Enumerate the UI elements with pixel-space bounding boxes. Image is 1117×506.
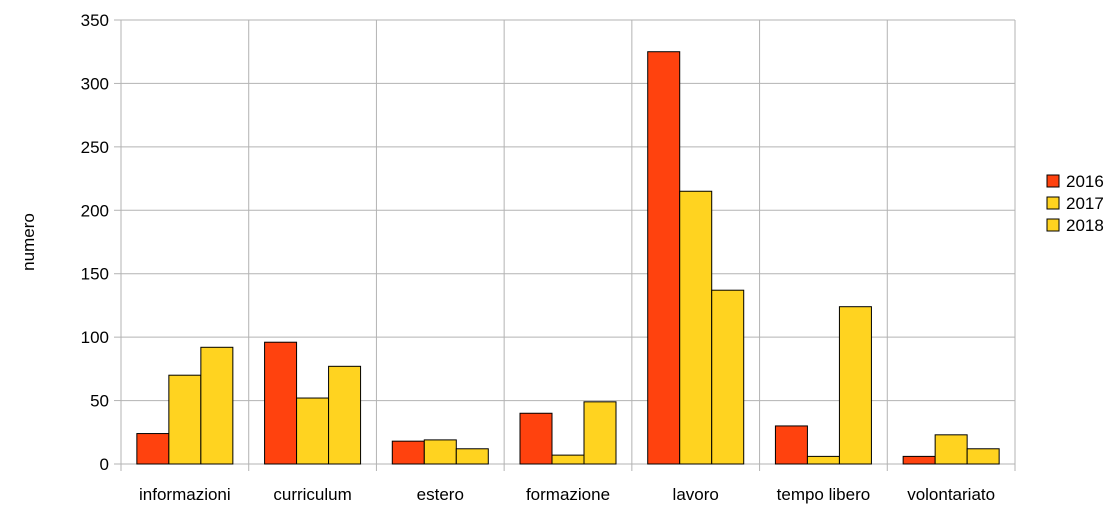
bar-2017-formazione [552, 455, 584, 464]
y-tick-label: 100 [81, 328, 109, 347]
bar-2018-curriculum [329, 366, 361, 464]
bar-2017-lavoro [680, 191, 712, 464]
y-axis-title: numero [19, 213, 38, 271]
bar-2016-tempo-libero [775, 426, 807, 464]
bar-2016-estero [392, 441, 424, 464]
x-tick-label: tempo libero [777, 485, 871, 504]
legend-swatch [1047, 219, 1059, 231]
bar-2017-curriculum [297, 398, 329, 464]
bar-2017-volontariato [935, 435, 967, 464]
bars-layer [137, 52, 999, 464]
y-tick-label: 50 [90, 392, 109, 411]
bar-2017-informazioni [169, 375, 201, 464]
y-tick-label: 0 [100, 455, 109, 474]
legend: 2016 2017 2018 [1047, 172, 1104, 235]
x-tick-label: curriculum [273, 485, 351, 504]
y-tick-label: 350 [81, 11, 109, 30]
bar-2016-formazione [520, 413, 552, 464]
x-tick-label: informazioni [139, 485, 231, 504]
bar-2018-tempo-libero [839, 307, 871, 464]
bar-2018-lavoro [712, 290, 744, 464]
bar-2018-informazioni [201, 347, 233, 464]
y-tick-label: 200 [81, 201, 109, 220]
bar-2016-curriculum [265, 342, 297, 464]
legend-label: 2017 [1066, 194, 1104, 213]
legend-swatch [1047, 197, 1059, 209]
y-tick-label: 300 [81, 74, 109, 93]
bar-2018-estero [456, 449, 488, 464]
legend-swatch [1047, 175, 1059, 187]
legend-label: 2016 [1066, 172, 1104, 191]
x-tick-label: lavoro [673, 485, 719, 504]
y-tick-label: 150 [81, 265, 109, 284]
y-tick-label: 250 [81, 138, 109, 157]
x-tick-label: formazione [526, 485, 610, 504]
bar-2018-volontariato [967, 449, 999, 464]
bar-2016-lavoro [648, 52, 680, 464]
x-tick-label: volontariato [907, 485, 995, 504]
bar-2017-tempo-libero [807, 456, 839, 464]
bar-2016-volontariato [903, 456, 935, 464]
x-tick-label: estero [417, 485, 464, 504]
grid-lines [121, 20, 1015, 464]
bar-2018-formazione [584, 402, 616, 464]
y-tick-labels: 0 50 100 150 200 250 300 350 [81, 11, 109, 474]
bar-2016-informazioni [137, 434, 169, 464]
legend-label: 2018 [1066, 216, 1104, 235]
bar-2017-estero [424, 440, 456, 464]
x-tick-labels: informazioni curriculum estero formazione la… [139, 485, 995, 504]
